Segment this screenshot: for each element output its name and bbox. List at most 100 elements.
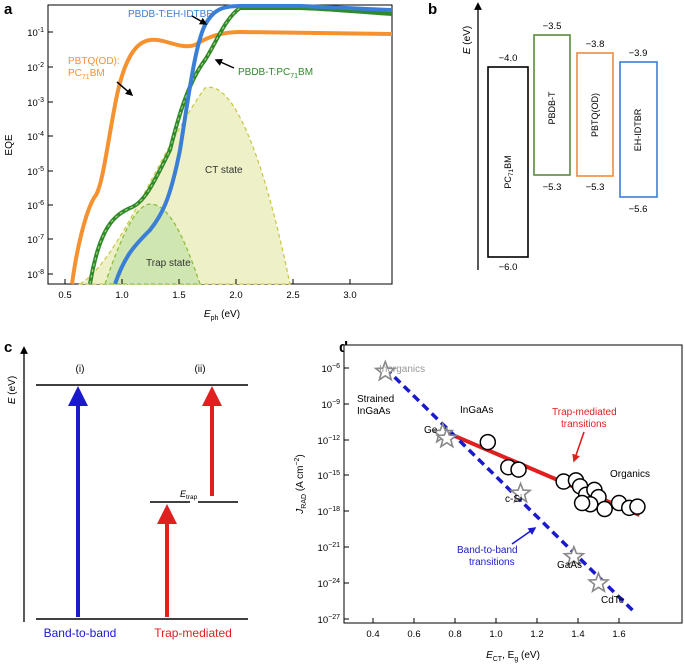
band-to-band-label: Band-to-band <box>44 626 117 640</box>
level-pbdb-t <box>533 34 571 176</box>
label-ge: Ge <box>424 425 438 436</box>
label-inorganics: Inorganics <box>379 364 425 375</box>
d-xtick-3: 1.0 <box>489 629 502 640</box>
a-ytick-5: 10-6 <box>27 200 44 212</box>
label-eh-idtbr: PBDB-T:EH-IDTBR <box>128 9 214 20</box>
panel-a-label: a <box>4 1 13 18</box>
a-ytick-6: 10-7 <box>27 234 44 246</box>
label-cdte: CdTe <box>601 595 625 606</box>
organic-point-10 <box>573 494 591 512</box>
level-pbtq-od <box>576 52 614 177</box>
panel-d-xticks: 0.4 0.6 0.8 1.0 1.2 1.4 1.6 <box>366 618 626 640</box>
label-band-to-band-2: transitions <box>469 557 515 568</box>
panel-d-frame <box>343 344 683 624</box>
organic-point-2 <box>510 461 527 478</box>
a-ylabel: EQE <box>4 134 15 155</box>
c-axis-label: E (eV) <box>7 376 18 404</box>
panel-d-data <box>373 359 646 615</box>
panel-a-yticks: 10-1 10-2 10-3 10-4 10-5 10-6 10-7 10-8 <box>27 27 53 281</box>
organic-point-11 <box>596 500 613 518</box>
panel-a-xticks: 0.5 1.0 1.5 2.0 2.5 3.0 <box>58 279 357 301</box>
level-eh-idtbr-bottom: −5.6 <box>629 204 648 215</box>
label-pbtq-line2: PC71BM <box>68 68 105 81</box>
level-eh-idtbr-name: EH-IDTBR <box>633 108 643 151</box>
label-band-to-band-1: Band-to-band <box>457 545 518 556</box>
panel-c-label: c <box>4 339 12 356</box>
level-pbdb-t-top: −3.5 <box>543 21 562 32</box>
a-ytick-0: 10-1 <box>27 27 44 39</box>
level-eh-idtbr <box>619 61 658 198</box>
organic-point-14 <box>629 498 646 515</box>
label-trap-state: Trap state <box>146 258 191 269</box>
star-gaas <box>562 544 586 567</box>
level-pbtq-od-top: −3.8 <box>586 39 605 50</box>
a-ytick-4: 10-5 <box>27 166 44 178</box>
star-ingaas <box>435 426 459 449</box>
arrow-pc71bm <box>214 59 235 69</box>
d-ytick-6: 10−24 <box>318 578 341 590</box>
star-strained-ingaas <box>373 359 397 382</box>
d-xtick-5: 1.4 <box>571 629 584 640</box>
label-ingaas: InGaAs <box>460 405 493 416</box>
label-gaas: GaAs <box>557 560 582 571</box>
panel-b: b E (eV) −4.0 −6.0 PC71BM −3.5 −5.3 PBDB… <box>428 1 658 273</box>
d-ytick-0: 10−6 <box>321 363 340 375</box>
level-pbdb-t-bottom: −5.3 <box>543 182 562 193</box>
label-etrap: Etrap <box>180 489 198 501</box>
a-ytick-3: 10-4 <box>27 131 44 143</box>
label-trap-mediated-1: Trap-mediated <box>552 407 617 418</box>
a-ytick-7: 10-8 <box>27 269 44 281</box>
a-xlabel: Eph (eV) <box>204 309 240 322</box>
level-pc71bm-top: −4.0 <box>499 53 518 64</box>
a-ytick-1: 10-2 <box>27 62 44 74</box>
d-xtick-2: 0.8 <box>448 629 461 640</box>
level-pc71bm-bottom: −6.0 <box>499 262 518 273</box>
a-xtick-5: 3.0 <box>343 290 356 301</box>
a-xtick-1: 1.0 <box>115 290 128 301</box>
a-xtick-2: 1.5 <box>172 290 185 301</box>
arrow-pbtq <box>116 81 134 96</box>
label-pbtq-line1: PBTQ(OD): <box>68 56 120 67</box>
star-c-si <box>508 481 533 504</box>
d-xtick-4: 1.2 <box>530 629 543 640</box>
label-organics: Organics <box>610 469 650 480</box>
d-ytick-3: 10−15 <box>318 470 341 482</box>
a-xtick-3: 2.0 <box>229 290 242 301</box>
d-ytick-4: 10−18 <box>318 506 341 518</box>
d-xlabel: ECT, Eg (eV) <box>486 650 540 663</box>
panel-d: d 10−6 10−9 10−12 10−15 10−18 10−21 10−2… <box>294 339 683 663</box>
d-ylabel: JRAD (A cm−2) <box>294 454 308 514</box>
label-ct-state: CT state <box>205 165 243 176</box>
label-c-si: c-Si <box>505 494 522 505</box>
organic-point-0 <box>479 433 497 451</box>
panel-b-label: b <box>428 1 437 18</box>
d-xtick-1: 0.6 <box>407 629 420 640</box>
level-pbdb-t-name: PBDB-T <box>547 91 557 125</box>
d-xtick-6: 1.6 <box>612 629 625 640</box>
trap-state-region <box>104 203 201 285</box>
level-pc71bm <box>487 66 529 258</box>
label-strained-1: Strained <box>357 394 394 405</box>
a-xtick-0: 0.5 <box>58 290 71 301</box>
label-i: (i) <box>76 364 85 375</box>
label-trap-mediated-2: transitions <box>561 419 607 430</box>
trap-mediated-label: Trap-mediated <box>154 626 232 640</box>
label-strained-2: InGaAs <box>357 406 390 417</box>
panel-c: c E (eV) (i) (ii) Etrap Band-to-band Tra… <box>4 339 248 640</box>
arrow-band-to-band <box>511 527 537 545</box>
b-axis-label: E (eV) <box>462 26 473 54</box>
level-pbtq-od-name: PBTQ(OD) <box>590 93 600 137</box>
d-ytick-1: 10−9 <box>321 399 340 411</box>
label-ii: (ii) <box>194 364 205 375</box>
label-pc71bm: PBDB-T:PC71BM <box>238 67 313 80</box>
d-ytick-7: 10−27 <box>318 614 341 626</box>
level-pbtq-od-bottom: −5.3 <box>586 182 605 193</box>
level-eh-idtbr-top: −3.9 <box>629 48 648 59</box>
d-xtick-0: 0.4 <box>366 629 379 640</box>
level-pc71bm-name: PC71BM <box>503 155 515 188</box>
arrow-eh-idtbr <box>191 15 208 25</box>
a-ytick-2: 10-3 <box>27 97 44 109</box>
d-ytick-5: 10−21 <box>318 542 341 554</box>
panel-d-yticks: 10−6 10−9 10−12 10−15 10−18 10−21 10−24 … <box>318 363 349 626</box>
